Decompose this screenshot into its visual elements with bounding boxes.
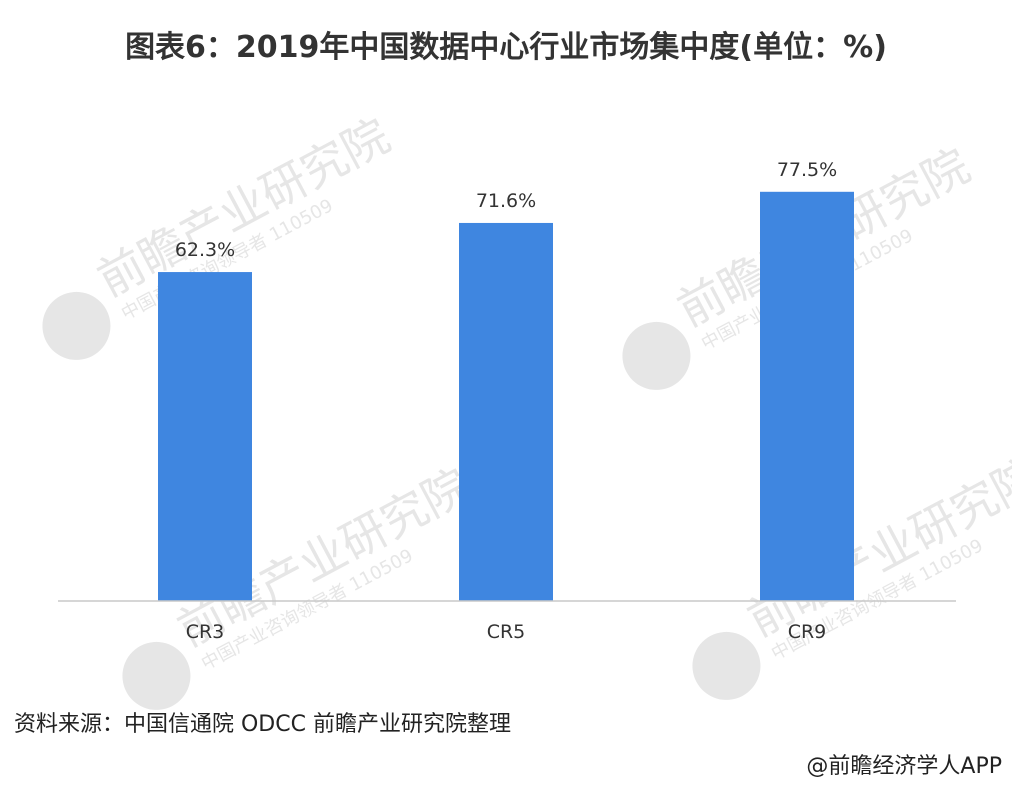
x-tick-label-cr5: CR5 — [487, 621, 526, 643]
data-labels: 62.3% 71.6% 77.5% — [175, 159, 837, 261]
bar-cr5 — [459, 222, 553, 601]
credit-note: @前瞻经济学人APP — [806, 754, 1002, 779]
watermark-logo-icon — [42, 291, 111, 360]
bar-cr3 — [158, 272, 252, 601]
data-label-cr9: 77.5% — [777, 159, 837, 181]
bars-layer — [158, 191, 854, 602]
data-label-cr5: 71.6% — [476, 190, 536, 212]
watermark-logo-icon — [692, 631, 761, 700]
source-note: 资料来源：中国信通院 ODCC 前瞻产业研究院整理 — [14, 712, 511, 737]
x-tick-labels: CR3 CR5 CR9 — [186, 621, 827, 643]
watermark-logo-icon — [122, 641, 191, 710]
watermark-logo-icon — [622, 321, 691, 390]
chart-title: 图表6：2019年中国数据中心行业市场集中度(单位：%) — [125, 30, 887, 65]
x-tick-label-cr3: CR3 — [186, 621, 225, 643]
bar-cr9 — [760, 191, 854, 602]
data-label-cr3: 62.3% — [175, 239, 235, 261]
x-tick-label-cr9: CR9 — [788, 621, 827, 643]
